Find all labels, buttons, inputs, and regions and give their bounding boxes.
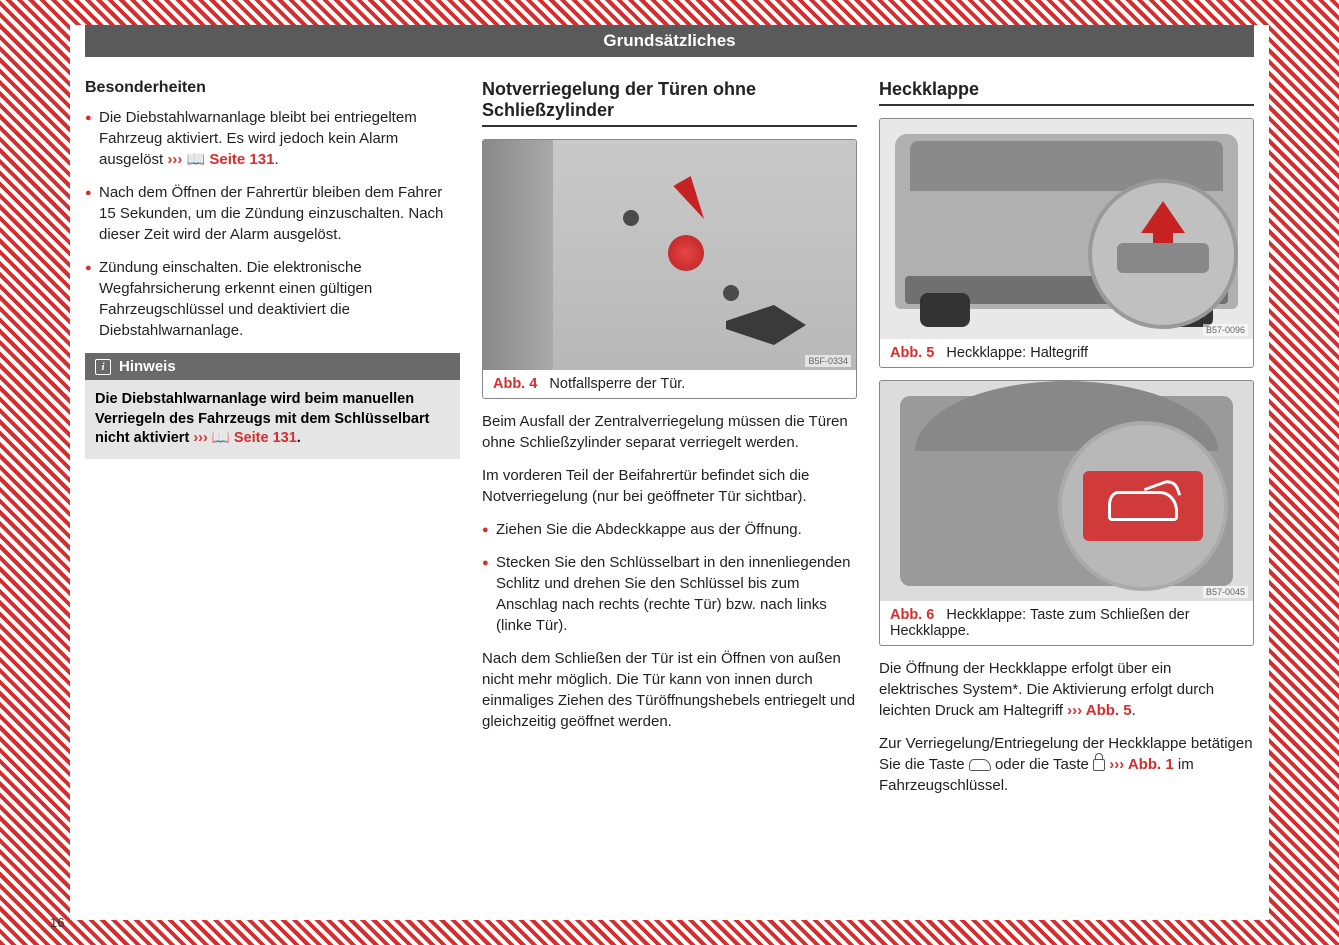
info-icon: i	[95, 359, 111, 375]
zoom-circle	[1058, 421, 1228, 591]
lock-icon	[1093, 759, 1105, 771]
emergency-lock-plug	[668, 235, 704, 271]
page: Grundsätzliches Besonderheiten Die Diebs…	[70, 25, 1269, 920]
page-header: Grundsätzliches	[85, 25, 1254, 57]
figure-6-caption: Abb. 6 Heckklappe: Taste zum Schließen d…	[880, 601, 1253, 645]
figure-6: B57-0045 Abb. 6 Heckklappe: Taste zum Sc…	[879, 380, 1254, 646]
cross-reference[interactable]: ››› 📖 Seite 131	[193, 430, 296, 446]
col1-subhead: Besonderheiten	[85, 79, 460, 97]
cross-reference[interactable]: ››› Abb. 1	[1109, 756, 1173, 773]
col1-bullet-1: Die Diebstahlwarnanlage bleibt bei entri…	[85, 107, 460, 170]
figure-6-image: B57-0045	[880, 381, 1253, 601]
col2-title: Notverriegelung der Türen ohne Schließzy…	[482, 79, 857, 127]
columns: Besonderheiten Die Diebstahlwarnanlage b…	[70, 57, 1269, 818]
column-2: Notverriegelung der Türen ohne Schließzy…	[482, 79, 857, 808]
column-1: Besonderheiten Die Diebstahlwarnanlage b…	[85, 79, 460, 808]
hinweis-body: Die Diebstahlwarnanlage wird beim manuel…	[85, 380, 460, 459]
text: .	[297, 430, 301, 446]
car-icon	[1108, 491, 1178, 521]
hinweis-header: i Hinweis	[85, 353, 460, 380]
figure-caption-text: Heckklappe: Taste zum Schließen der Heck…	[890, 607, 1190, 639]
zoom-circle	[1088, 179, 1238, 329]
arrow-icon	[673, 176, 712, 224]
up-arrow-icon	[1141, 201, 1185, 233]
figure-4: B5F-0334 Abb. 4 Notfallsperre der Tür.	[482, 139, 857, 399]
wheel	[920, 293, 970, 327]
figure-5-image: B57-0096	[880, 119, 1253, 339]
figure-code: B57-0045	[1203, 586, 1248, 598]
col3-p1: Die Öffnung der Heckklappe erfolgt über …	[879, 658, 1254, 721]
figure-code: B57-0096	[1203, 324, 1248, 336]
column-3: Heckklappe B57-0096 Abb. 5 Hec	[879, 79, 1254, 808]
figure-caption-text: Heckklappe: Haltegriff	[946, 345, 1088, 361]
col2-p2: Im vorderen Teil der Beifahrertür befind…	[482, 465, 857, 507]
tailgate-icon	[969, 759, 991, 771]
close-button	[1083, 471, 1203, 541]
col3-title: Heckklappe	[879, 79, 1254, 106]
col2-bullet-1: Ziehen Sie die Abdeckkappe aus der Öffnu…	[482, 519, 857, 540]
figure-5: B57-0096 Abb. 5 Heckklappe: Haltegriff	[879, 118, 1254, 368]
text: oder die Taste	[991, 756, 1093, 773]
page-number: 16	[50, 915, 64, 930]
col3-p2: Zur Verriegelung/Entriegelung der Heckkl…	[879, 733, 1254, 796]
door-latch	[726, 305, 806, 345]
text: .	[1132, 702, 1136, 719]
door-hole	[723, 285, 739, 301]
col1-bullet-3: Zündung einschalten. Die elektronische W…	[85, 257, 460, 341]
hinweis-box: i Hinweis Die Diebstahlwarnanlage wird b…	[85, 353, 460, 459]
door-edge	[483, 140, 553, 370]
col2-p3: Nach dem Schließen der Tür ist ein Öffne…	[482, 648, 857, 732]
col2-p1: Beim Ausfall der Zentralverriegelung müs…	[482, 411, 857, 453]
figure-5-caption: Abb. 5 Heckklappe: Haltegriff	[880, 339, 1253, 367]
figure-caption-text: Notfallsperre der Tür.	[549, 376, 685, 392]
text: .	[274, 151, 278, 168]
figure-4-caption: Abb. 4 Notfallsperre der Tür.	[483, 370, 856, 398]
hinweis-label: Hinweis	[119, 358, 176, 375]
figure-4-image: B5F-0334	[483, 140, 856, 370]
text: Die Öffnung der Heckklappe erfolgt über …	[879, 660, 1214, 719]
figure-label: Abb. 5	[890, 345, 934, 361]
door-hole	[623, 210, 639, 226]
col1-bullet-2: Nach dem Öffnen der Fahrertür bleiben de…	[85, 182, 460, 245]
tailgate-handle	[1117, 243, 1209, 273]
cross-reference[interactable]: ››› Abb. 5	[1067, 702, 1131, 719]
figure-label: Abb. 6	[890, 607, 934, 623]
cross-reference[interactable]: ››› 📖 Seite 131	[167, 151, 274, 168]
figure-code: B5F-0334	[805, 355, 851, 367]
figure-label: Abb. 4	[493, 376, 537, 392]
col2-bullet-2: Stecken Sie den Schlüsselbart in den inn…	[482, 552, 857, 636]
